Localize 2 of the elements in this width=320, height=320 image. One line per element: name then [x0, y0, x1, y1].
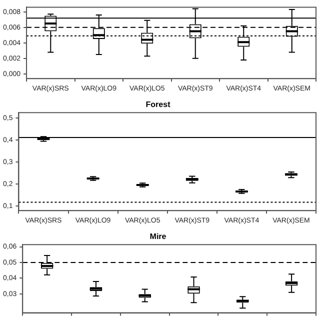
chart-title: Forest — [146, 100, 171, 110]
chart-title: Mire — [150, 232, 167, 242]
